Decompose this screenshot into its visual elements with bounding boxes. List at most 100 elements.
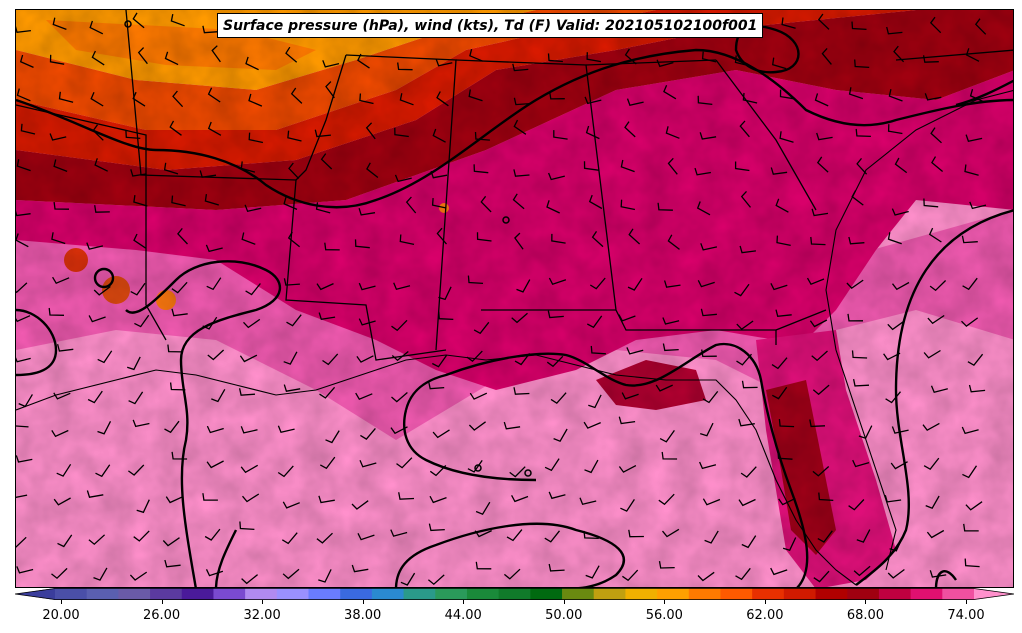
wind-barb (469, 392, 488, 400)
wind-barb (399, 234, 415, 246)
wind-barb (847, 313, 864, 322)
wind-barb (700, 308, 717, 317)
wind-barb (929, 16, 942, 34)
wind-barb (94, 158, 108, 172)
wind-barb (513, 119, 527, 135)
wind-barb (969, 89, 984, 103)
wind-barb (475, 501, 491, 516)
wind-barb (930, 127, 942, 144)
wind-barb (848, 499, 865, 511)
colorbar-tick-mark (966, 600, 967, 604)
wind-barb (512, 193, 525, 210)
wind-barb (591, 231, 604, 248)
wind-barb (851, 190, 864, 206)
wind-barb (931, 156, 944, 172)
wind-barb (812, 466, 830, 477)
wind-barb (701, 349, 717, 358)
wind-barb (86, 242, 104, 250)
wind-barb (964, 558, 980, 568)
wind-barb (618, 416, 636, 425)
wind-barb (137, 47, 148, 65)
wind-barb (776, 235, 791, 247)
wind-barb (736, 320, 754, 331)
wind-barb (428, 381, 445, 390)
wind-barb (287, 231, 301, 248)
wind-barb (694, 167, 712, 176)
colorbar-segment (720, 588, 753, 600)
wind-barb (467, 275, 484, 285)
wind-barb (206, 425, 224, 434)
colorbar-segment (435, 588, 468, 600)
wind-barb (818, 492, 834, 502)
wind-barb (894, 157, 908, 174)
wind-barb (974, 18, 987, 35)
wind-barb (56, 344, 74, 352)
wind-barb (697, 571, 715, 582)
wind-barb (358, 282, 376, 291)
wind-barb (968, 384, 986, 393)
wind-barb (662, 317, 680, 325)
wind-barb (358, 208, 376, 216)
wind-barb (129, 571, 148, 581)
wind-barb (435, 58, 453, 67)
wind-barb (357, 533, 375, 541)
wind-barb (93, 567, 108, 581)
wind-barb (52, 17, 67, 31)
wind-barb (95, 464, 111, 478)
wind-barb (206, 277, 222, 291)
wind-barb (506, 529, 523, 542)
colorbar-segment (530, 588, 563, 600)
wind-barb (318, 312, 336, 321)
wind-barb (164, 420, 180, 434)
wind-barb (770, 167, 788, 175)
colorbar-segment (181, 588, 214, 600)
wind-barb (848, 87, 864, 100)
wind-barb (929, 570, 947, 578)
wind-barb (169, 120, 182, 136)
wind-barb (285, 46, 298, 63)
wind-barb (16, 357, 31, 363)
wind-barb (964, 164, 979, 176)
colorbar-segment (910, 588, 943, 600)
wind-barb (771, 57, 787, 70)
wind-barb (288, 162, 300, 180)
wind-barb (391, 350, 409, 362)
wind-barb (238, 388, 256, 396)
wind-barb (814, 93, 829, 107)
wind-barb (125, 130, 141, 140)
wind-barb (93, 285, 111, 296)
wind-barb (241, 574, 259, 585)
colorbar-tick-label: 62.00 (746, 608, 784, 623)
wind-barb (930, 385, 948, 393)
wind-barb (400, 572, 416, 586)
wind-barb (19, 54, 34, 68)
colorbar-segment (498, 588, 531, 600)
wind-barb (509, 466, 526, 478)
wind-barb (739, 120, 750, 138)
wind-barb (853, 565, 871, 577)
wind-barb (547, 53, 563, 63)
colorbar-tick-mark (865, 600, 867, 604)
wind-barb (351, 564, 369, 573)
wind-barb (817, 530, 833, 543)
wind-barb (325, 430, 340, 444)
wind-barb (468, 421, 486, 431)
colorbar-segment (118, 588, 151, 600)
wind-barb (351, 500, 369, 510)
wind-barb (779, 131, 794, 143)
wind-barb (922, 422, 940, 432)
wind-barb (359, 93, 374, 105)
colorbar-segment (276, 588, 310, 600)
wind-barb (816, 156, 829, 173)
wind-barb (90, 92, 104, 107)
wind-barb (16, 455, 33, 463)
wind-barb (325, 81, 335, 99)
wind-barb (88, 315, 106, 323)
wind-barb (511, 494, 529, 503)
wind-barb (663, 280, 681, 288)
colorbar-tick-label: 26.00 (142, 608, 181, 623)
wind-barb (550, 392, 567, 405)
wind-barb (51, 232, 66, 245)
wind-barb (858, 425, 873, 439)
station-markers (124, 20, 532, 477)
